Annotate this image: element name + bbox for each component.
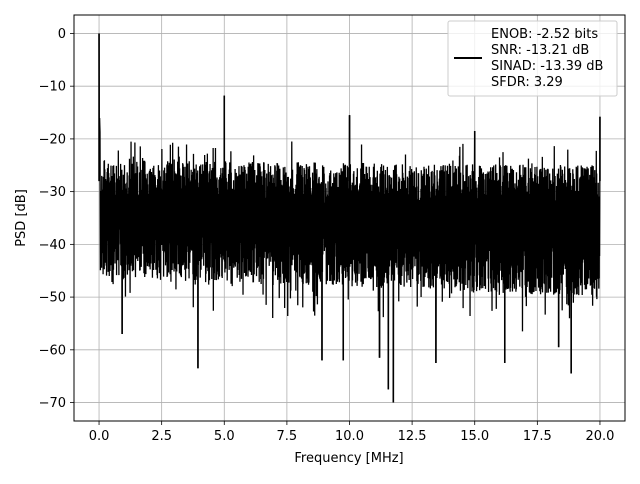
y-tick-label: 0	[58, 27, 66, 42]
legend-line-2: SNR: -13.21 dB	[491, 43, 589, 58]
ticks: 0.0 2.5 5.0 7.5 10.0 12.5 15.0 17.5 20.0 0 −10 −20 −…	[39, 27, 615, 444]
x-tick-label: 5.0	[214, 429, 235, 444]
y-tick-label: −20	[39, 132, 66, 147]
legend: ENOB: -2.52 bits SNR: -13.21 dB SINAD: -…	[447, 20, 618, 97]
x-tick-label: 12.5	[398, 429, 427, 444]
y-tick-label: −40	[39, 238, 66, 253]
y-tick-label: −10	[39, 80, 66, 95]
legend-line-1: ENOB: -2.52 bits	[491, 27, 598, 42]
x-tick-label: 20.0	[585, 429, 614, 444]
y-tick-label: −30	[39, 185, 66, 200]
legend-box	[447, 20, 618, 97]
x-tick-label: 17.5	[523, 429, 552, 444]
x-tick-label: 2.5	[151, 429, 172, 444]
x-tick-label: 0.0	[89, 429, 110, 444]
x-tick-label: 7.5	[277, 429, 298, 444]
x-tick-label: 10.0	[335, 429, 364, 444]
x-axis-label: Frequency [MHz]	[294, 451, 403, 466]
legend-line-4: SFDR: 3.29	[491, 75, 563, 90]
x-tick-label: 15.0	[460, 429, 489, 444]
y-tick-label: −70	[39, 396, 66, 411]
y-tick-label: −60	[39, 343, 66, 358]
legend-line-3: SINAD: -13.39 dB	[491, 59, 603, 74]
series-layer	[98, 33, 601, 403]
y-tick-label: −50	[39, 291, 66, 306]
y-axis-label: PSD [dB]	[14, 189, 29, 247]
